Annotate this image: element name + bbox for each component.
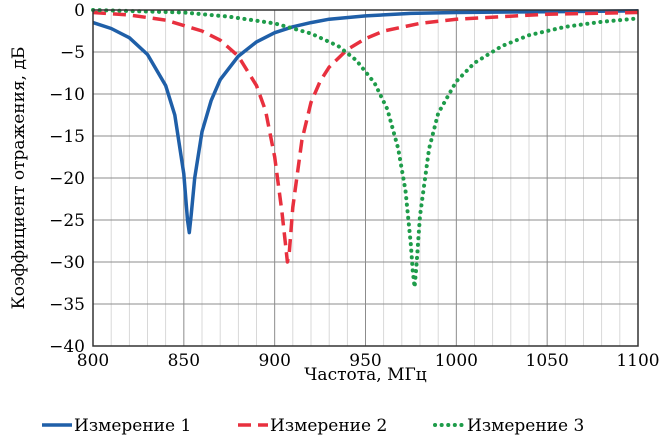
series-line-1 <box>92 9 639 235</box>
x-tick-label: 1050 <box>526 351 569 371</box>
plot-border <box>92 9 639 347</box>
legend-label-1: Измерение 1 <box>74 416 191 436</box>
y-tick-label: −35 <box>49 295 85 315</box>
y-tick-label: 0 <box>74 1 85 21</box>
legend-label-3: Измерение 3 <box>467 416 584 436</box>
grid <box>93 10 638 346</box>
x-axis-title: Частота, МГц <box>304 365 426 385</box>
x-tick-label: 800 <box>77 351 109 371</box>
plot-frame <box>92 9 639 347</box>
y-tick-label: −5 <box>60 43 85 63</box>
y-tick-labels: 0 −5 −10 −15 −20 −25 −30 −35 −40 <box>49 1 85 357</box>
x-tick-labels: 800 850 900 950 1000 1050 1100 <box>77 351 660 371</box>
x-tick-label: 1100 <box>616 351 659 371</box>
y-axis-title: Коэффициент отражения, дБ <box>9 47 29 310</box>
legend-label-2: Измерение 2 <box>270 416 387 436</box>
series-lines <box>91 8 640 290</box>
legend: Измерение 1 Измерение 2 Измерение 3 <box>42 416 584 436</box>
y-tick-label: −25 <box>49 211 85 231</box>
y-tick-label: −10 <box>49 85 85 105</box>
y-tick-label: −30 <box>49 253 85 273</box>
y-tick-label: −20 <box>49 169 85 189</box>
series-line-2 <box>92 10 639 264</box>
series-line-3 <box>91 8 640 290</box>
x-tick-label: 1000 <box>435 351 478 371</box>
y-tick-label: −15 <box>49 127 85 147</box>
x-tick-label: 850 <box>168 351 200 371</box>
x-tick-label: 900 <box>258 351 290 371</box>
x-tick-label: 950 <box>349 351 381 371</box>
y-tick-label: −40 <box>49 337 85 357</box>
